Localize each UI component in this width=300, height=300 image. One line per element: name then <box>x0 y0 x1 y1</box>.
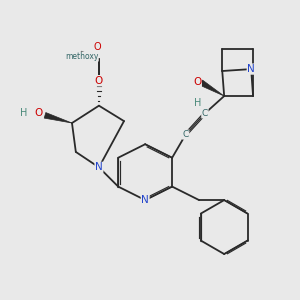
Polygon shape <box>200 80 224 96</box>
Text: C: C <box>182 130 189 139</box>
Text: O: O <box>193 76 201 87</box>
Text: N: N <box>141 195 149 205</box>
Text: O: O <box>93 42 101 52</box>
Text: N: N <box>95 162 103 172</box>
Polygon shape <box>44 112 72 123</box>
Text: N: N <box>247 64 255 74</box>
Text: O: O <box>95 76 103 85</box>
Text: H: H <box>194 98 201 108</box>
Text: H: H <box>20 108 28 118</box>
Text: O: O <box>95 76 103 85</box>
Text: O: O <box>34 108 42 118</box>
Text: C: C <box>202 109 208 118</box>
Text: methoxy: methoxy <box>65 52 98 61</box>
